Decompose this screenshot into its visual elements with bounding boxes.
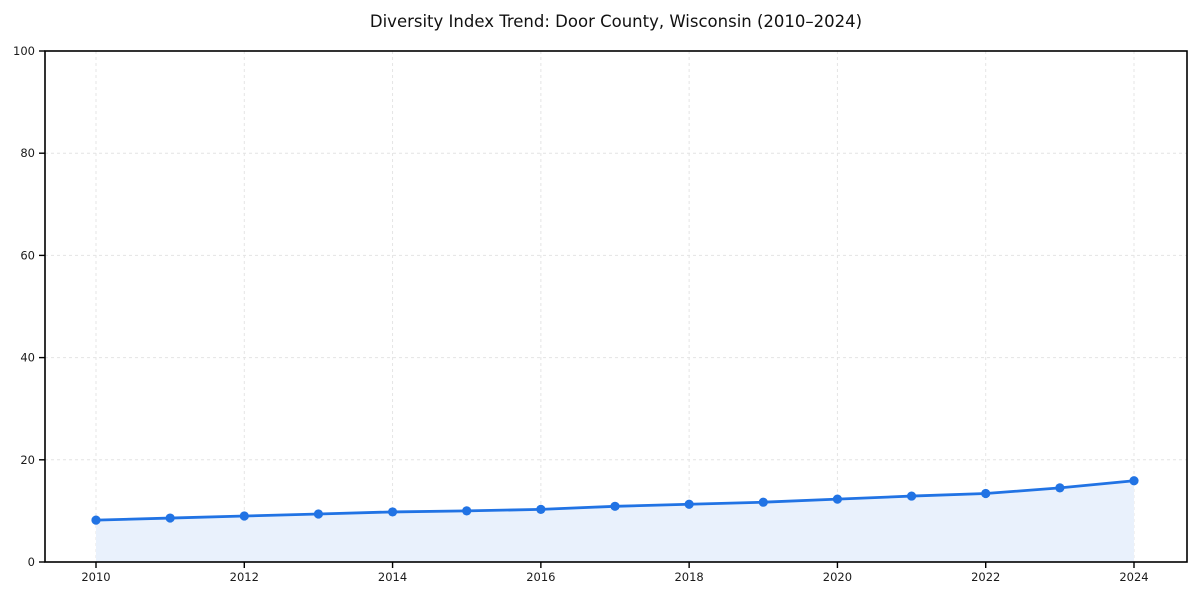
data-point xyxy=(906,491,917,501)
x-tick-label: 2020 xyxy=(823,570,852,584)
y-tick-label: 100 xyxy=(13,44,35,58)
data-point xyxy=(462,506,472,516)
x-tick-label: 2012 xyxy=(230,570,259,584)
data-point xyxy=(91,515,101,525)
y-tick-label: 80 xyxy=(20,146,35,160)
data-point xyxy=(1055,483,1065,493)
x-tick-label: 2022 xyxy=(971,570,1000,584)
y-tick-label: 20 xyxy=(20,453,35,467)
data-point xyxy=(1129,476,1139,486)
chart-title: Diversity Index Trend: Door County, Wisc… xyxy=(369,12,863,31)
x-tick-label: 2024 xyxy=(1119,570,1148,584)
data-point xyxy=(758,497,768,507)
x-tick-label: 2014 xyxy=(378,570,407,584)
x-tick-label: 2016 xyxy=(526,570,555,584)
y-tick-label: 0 xyxy=(28,555,35,569)
data-point xyxy=(165,513,175,523)
data-point xyxy=(610,501,620,511)
plot-border xyxy=(44,50,1188,563)
data-point xyxy=(832,494,843,504)
y-tick-label: 60 xyxy=(20,248,35,262)
data-point xyxy=(313,509,324,519)
data-point xyxy=(387,507,398,517)
data-point xyxy=(536,504,546,514)
area-fill xyxy=(96,480,1134,562)
x-tick-label: 2010 xyxy=(81,570,110,584)
x-tick-label: 2018 xyxy=(674,570,703,584)
data-point xyxy=(981,488,991,499)
data-point xyxy=(239,511,249,521)
data-point xyxy=(684,499,694,509)
y-tick-label: 40 xyxy=(20,351,35,365)
